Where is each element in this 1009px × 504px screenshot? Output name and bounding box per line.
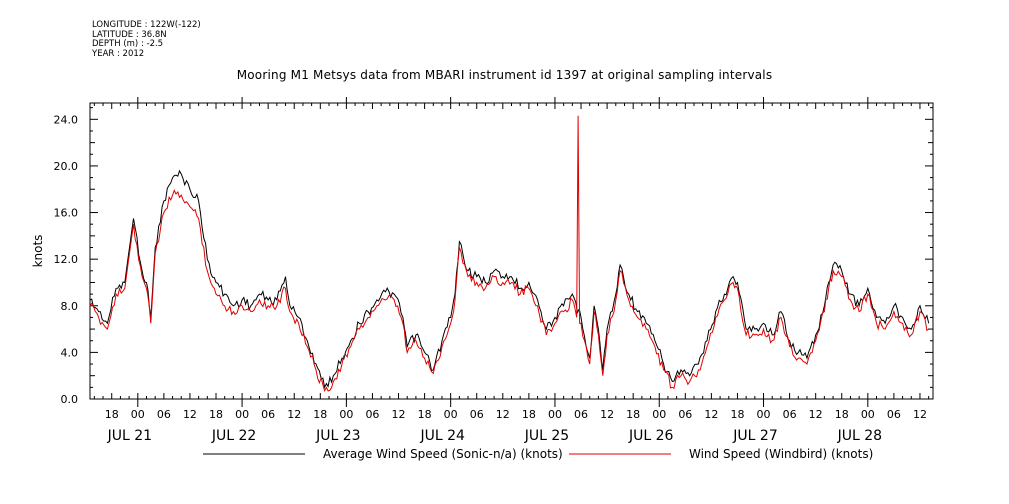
y-tick-label: 8.0 [61,300,79,313]
y-tick-label: 12.0 [54,253,79,266]
ticks-layer [90,97,933,407]
x-hour-label: 06 [783,408,797,421]
plot-frame [89,102,934,400]
x-hour-label: 00 [444,408,458,421]
y-axis-label: knots [31,235,45,268]
x-hour-label: 00 [235,408,249,421]
labels-layer: 18 00 06 12 18 00 06 12 18 00 06 12 18 00 06 12 18 00 06 12… [54,113,927,444]
x-hour-label: 00 [861,408,875,421]
metadata-block: LONGITUDE : 122W(-122) LATITUDE : 36.8N … [92,20,201,59]
y-tick-label: 24.0 [54,113,79,126]
x-hour-label: 00 [548,408,562,421]
y-tick-label: 0.0 [61,393,79,406]
x-hour-label: 18 [835,408,849,421]
x-hour-label: 06 [574,408,588,421]
x-hour-label: 06 [261,408,275,421]
x-hour-label: 00 [757,408,771,421]
y-tick-label: 4.0 [61,346,79,359]
latitude-text: LATITUDE : 36.8N [92,29,167,40]
legend: Average Wind Speed (Sonic-n/a) (knots) W… [203,447,873,461]
chart-title: Mooring M1 Metsys data from MBARI instru… [236,68,773,82]
x-hour-label: 18 [209,408,223,421]
series-line-0 [89,169,930,389]
x-date-label: JUL 21 [107,428,152,444]
x-date-label: JUL 25 [524,428,569,444]
legend-label-windbird: Wind Speed (Windbird) (knots) [689,447,873,461]
y-tick-label: 20.0 [54,160,79,173]
longitude-text: LONGITUDE : 122W(-122) [92,20,201,30]
series-line-1 [89,115,929,393]
legend-label-avg: Average Wind Speed (Sonic-n/a) (knots) [323,447,563,461]
x-date-label: JUL 27 [732,428,777,444]
y-tick-label: 16.0 [54,207,79,220]
x-hour-label: 12 [913,408,927,421]
x-hour-label: 18 [730,408,744,421]
x-hour-label: 18 [522,408,536,421]
x-hour-label: 06 [365,408,379,421]
x-hour-label: 06 [470,408,484,421]
x-hour-label: 12 [287,408,301,421]
x-hour-label: 06 [887,408,901,421]
x-date-label: JUL 26 [628,428,674,444]
x-date-label: JUL 24 [419,428,465,444]
year-text: YEAR : 2012 [92,48,145,59]
x-hour-label: 06 [678,408,692,421]
x-hour-label: 00 [652,408,666,421]
x-hour-label: 12 [600,408,614,421]
x-date-label: JUL 23 [315,428,360,444]
x-date-label: JUL 22 [211,428,256,444]
x-hour-label: 12 [496,408,510,421]
x-hour-label: 00 [339,408,353,421]
x-hour-label: 18 [626,408,640,421]
depth-text: DEPTH (m) : -2.5 [92,39,164,50]
x-date-label: JUL 28 [837,428,882,444]
x-hour-label: 06 [157,408,171,421]
x-hour-label: 18 [418,408,432,421]
x-hour-label: 12 [809,408,823,421]
x-hour-label: 12 [392,408,406,421]
series-layer [89,115,930,393]
x-hour-label: 18 [105,408,119,421]
x-hour-label: 12 [704,408,718,421]
x-hour-label: 18 [313,408,327,421]
x-hour-label: 00 [131,408,145,421]
x-hour-label: 12 [183,408,197,421]
